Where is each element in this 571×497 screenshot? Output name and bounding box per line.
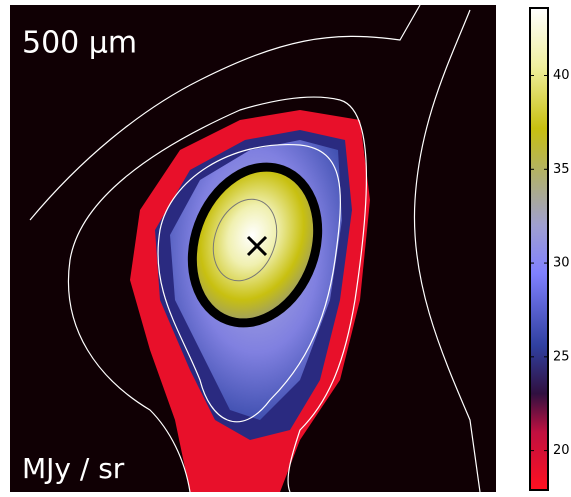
colorbar (529, 7, 549, 491)
peak-marker (246, 235, 268, 257)
colorbar-tick-label: 20 (553, 443, 570, 458)
colorbar-tick-label: 30 (553, 256, 570, 271)
band-label: 500 μm (22, 26, 137, 61)
unit-label: MJy / sr (22, 452, 125, 485)
colorbar-tick-label: 25 (553, 349, 570, 364)
colorbar-tick-label: 40 (553, 68, 570, 83)
contours (29, 4, 481, 493)
colorbar-tick-label: 35 (553, 162, 570, 177)
image: 500 μm MJy / sr (10, 4, 496, 493)
contour (212, 198, 278, 282)
